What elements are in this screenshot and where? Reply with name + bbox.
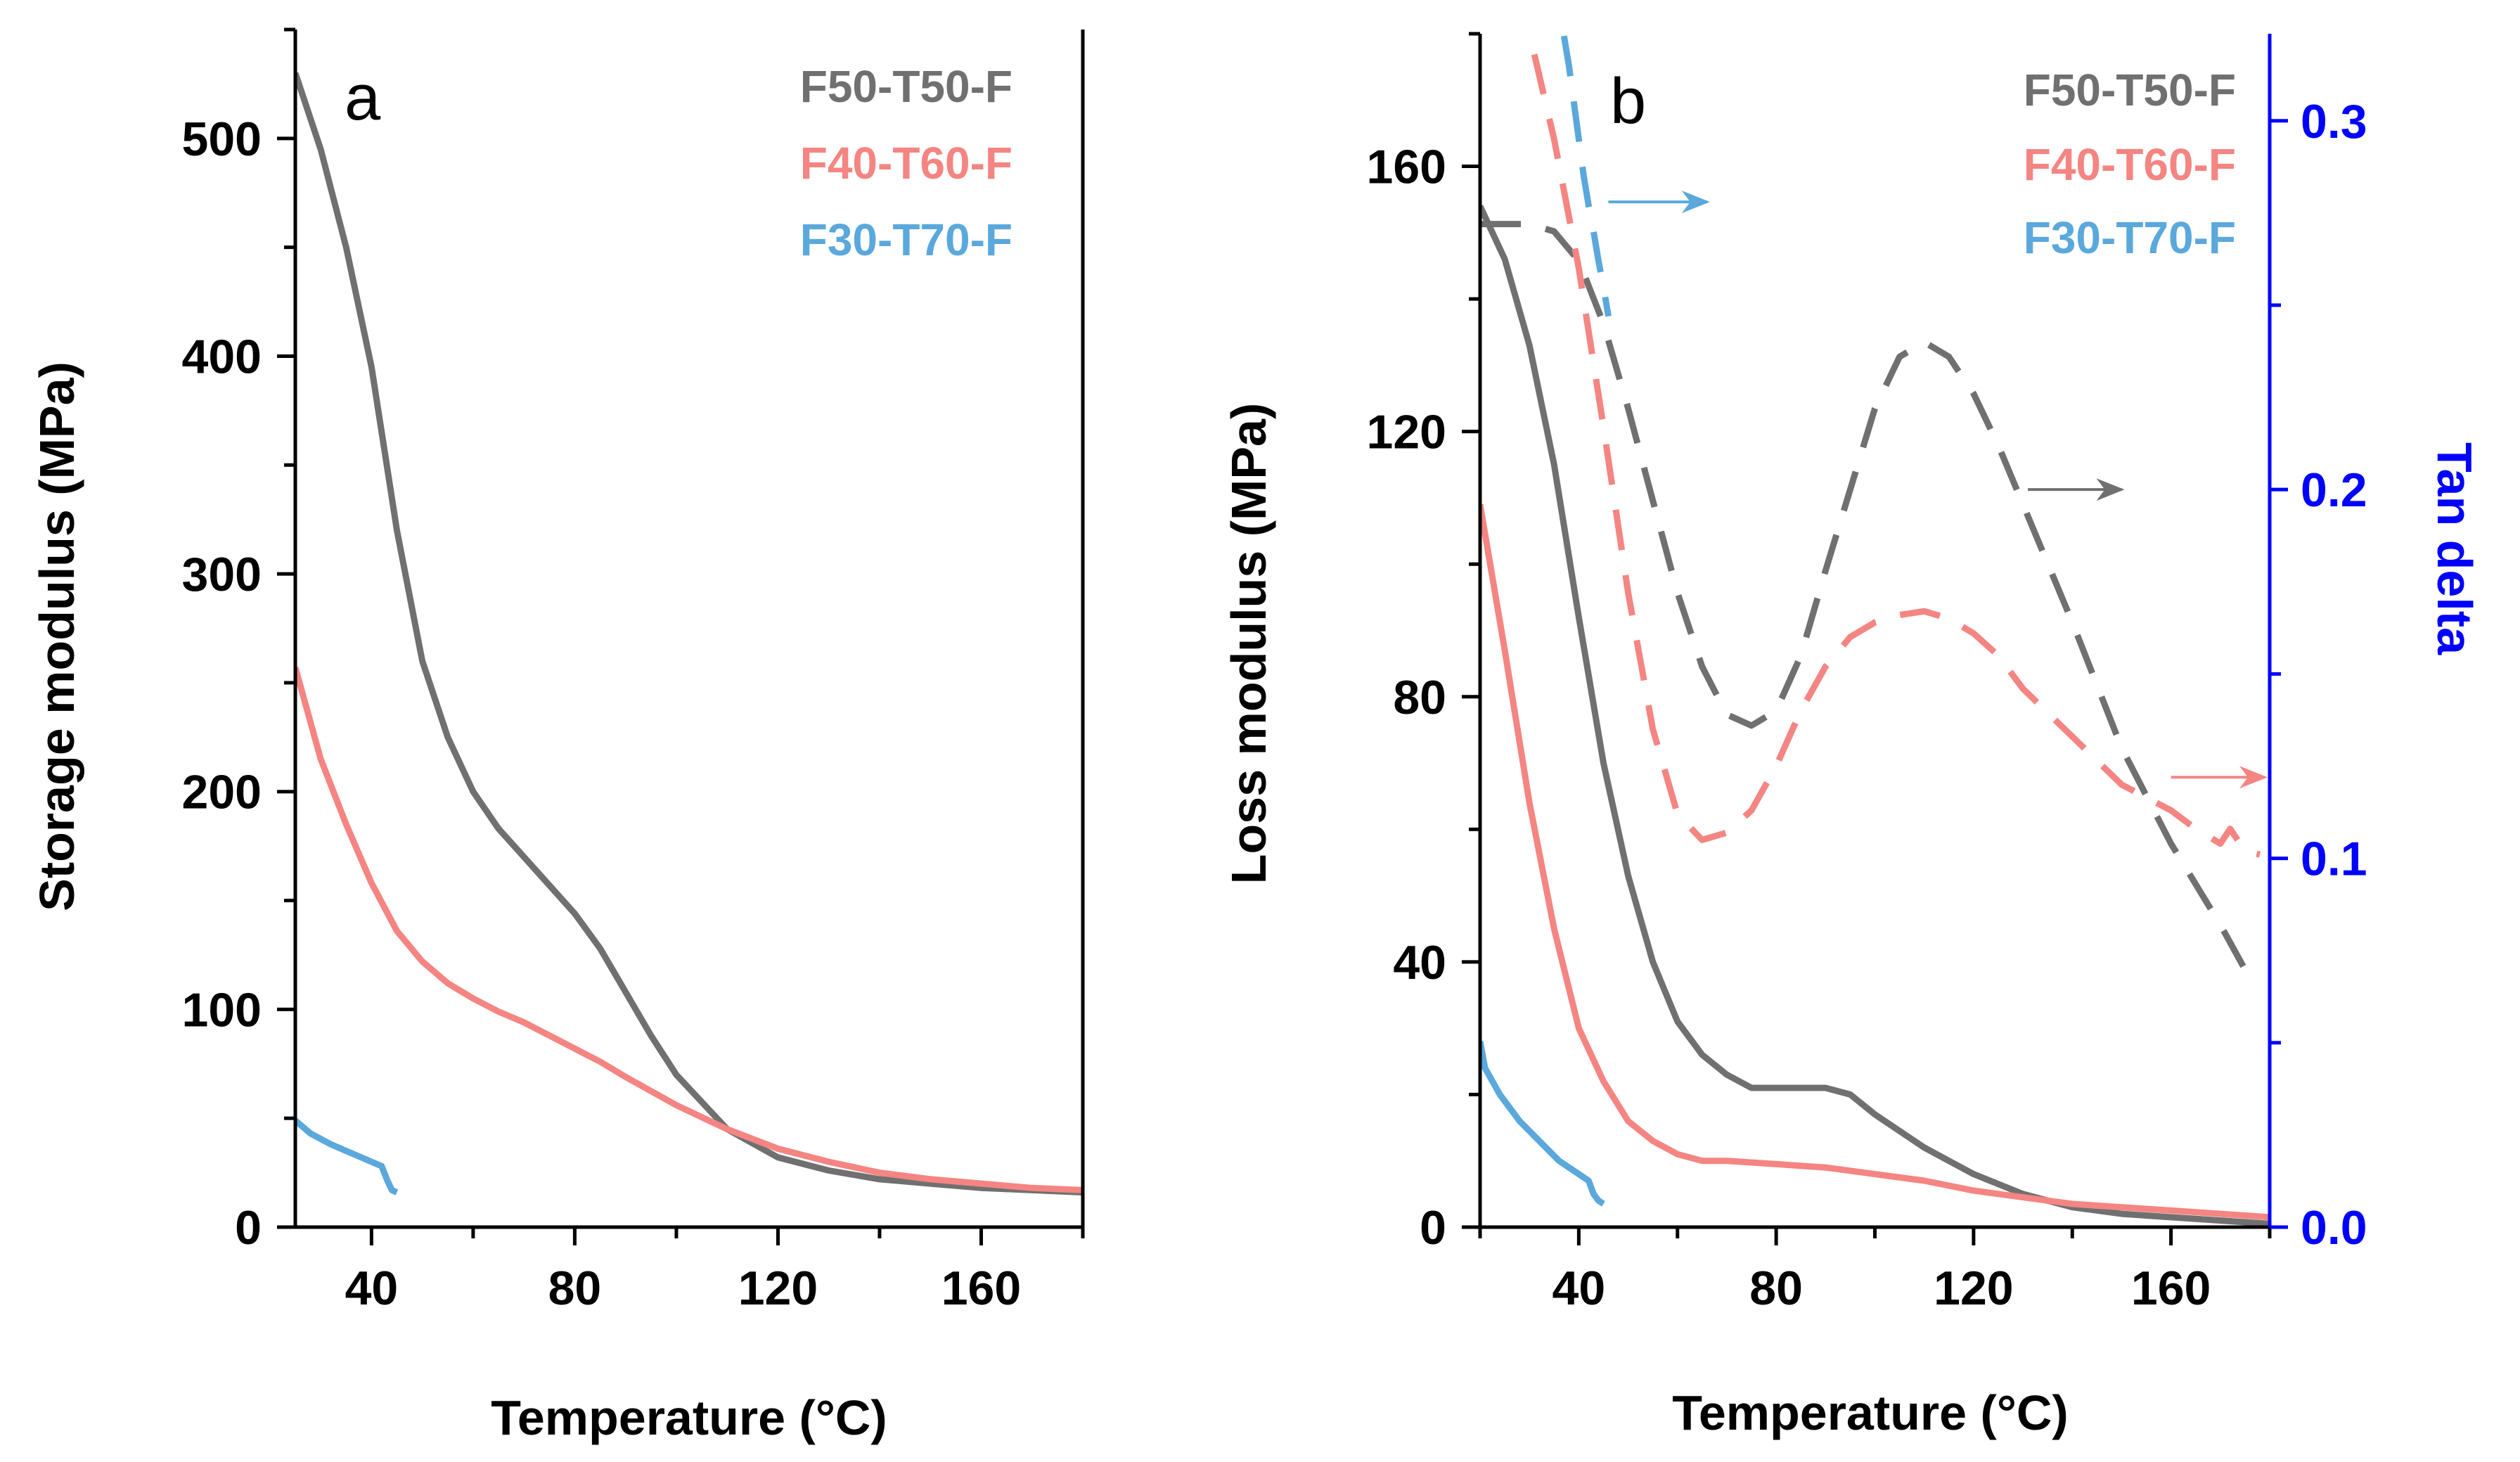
legend-a-f40: F40-T60-F — [800, 138, 1012, 188]
x-tick-label-a-80: 80 — [548, 1262, 602, 1315]
legend-a-f30: F30-T70-F — [800, 214, 1012, 265]
panel-a-axes: 40 80 120 160 0 100 200 300 400 500 — [182, 27, 1085, 1315]
panel-b-lines — [1480, 35, 2270, 1227]
y-tick-label-a-0: 0 — [235, 1201, 262, 1255]
y-tick-label-b-160: 160 — [1367, 141, 1446, 194]
panel-b-label: b — [1610, 65, 1646, 137]
y2-tick-label-b-2: 0.2 — [2301, 463, 2367, 517]
series-line-a-f40-t60-f-modulus — [295, 666, 1083, 1193]
series-line-a-f30-t70-f-modulus — [295, 1117, 399, 1195]
legend-a-f50: F50-T50-F — [800, 61, 1012, 112]
series-line-b-f30-t70-f-tan-delta — [1560, 35, 1612, 317]
legend-b-f30: F30-T70-F — [2024, 212, 2236, 263]
panel-a-lines — [295, 72, 1083, 1195]
series-line-b-f40-t60-f-tan-delta — [1531, 53, 2261, 858]
series-line-b-f40-t60-f-modulus — [1480, 504, 2270, 1221]
y-tick-label-b-40: 40 — [1393, 936, 1446, 989]
y-tick-label-a-200: 200 — [182, 766, 262, 819]
panel-b-x-axis-title: Temperature (°C) — [1672, 1385, 2068, 1440]
y-tick-label-b-80: 80 — [1393, 671, 1446, 724]
panel-b-arrows — [1608, 191, 2268, 789]
y2-tick-label-b-0: 0.0 — [2301, 1201, 2367, 1255]
x-tick-label-a-40: 40 — [345, 1262, 399, 1315]
panel-a: 40 80 120 160 0 100 200 300 400 500 a F50-T50-F F… — [30, 27, 1085, 1445]
series-line-b-f50-t50-f-tan-delta — [1480, 221, 2258, 989]
y2-tick-label-b-1: 0.1 — [2301, 833, 2367, 886]
panel-b-axes: 40 80 120 160 0 40 80 120 160 0.0 0.1 0.2 0.3 — [1367, 32, 2367, 1315]
x-tick-label-b-160: 160 — [2131, 1262, 2211, 1315]
panel-a-x-axis-title: Temperature (°C) — [491, 1390, 887, 1445]
y-tick-label-b-0: 0 — [1420, 1201, 1446, 1255]
y-tick-label-a-100: 100 — [182, 983, 262, 1037]
panel-a-legend: F50-T50-F F40-T60-F F30-T70-F — [800, 61, 1012, 265]
legend-b-f40: F40-T60-F — [2024, 139, 2236, 190]
x-tick-label-b-120: 120 — [1934, 1262, 2013, 1315]
legend-b-f50: F50-T50-F — [2024, 65, 2236, 115]
series-line-b-f50-t50-f-modulus — [1480, 205, 2270, 1227]
panel-b-y-axis-title: Loss modulus (MPa) — [1221, 403, 1276, 884]
panel-a-y-axis-title: Storage modulus (MPa) — [30, 361, 84, 911]
y-tick-label-b-120: 120 — [1367, 406, 1446, 459]
panel-a-label: a — [345, 62, 381, 134]
series-line-a-f50-t50-f-modulus — [295, 72, 1083, 1195]
y-tick-label-a-400: 400 — [182, 330, 262, 383]
x-tick-label-a-160: 160 — [941, 1262, 1021, 1315]
panel-b-y2-axis-title: Tan delta — [2427, 442, 2482, 655]
x-tick-label-b-80: 80 — [1749, 1262, 1803, 1315]
panel-b: 40 80 120 160 0 40 80 120 160 0.0 0.1 0.2 0.3 b F50-… — [1221, 32, 2482, 1440]
y-tick-label-a-500: 500 — [182, 113, 262, 166]
x-tick-label-b-40: 40 — [1552, 1262, 1606, 1315]
panel-b-legend: F50-T50-F F40-T60-F F30-T70-F — [2024, 65, 2236, 263]
y2-tick-label-b-3: 0.3 — [2301, 95, 2367, 148]
y-tick-label-a-300: 300 — [182, 548, 262, 601]
series-line-b-f30-t70-f-modulus — [1480, 1041, 1605, 1207]
x-tick-label-a-120: 120 — [738, 1262, 818, 1315]
